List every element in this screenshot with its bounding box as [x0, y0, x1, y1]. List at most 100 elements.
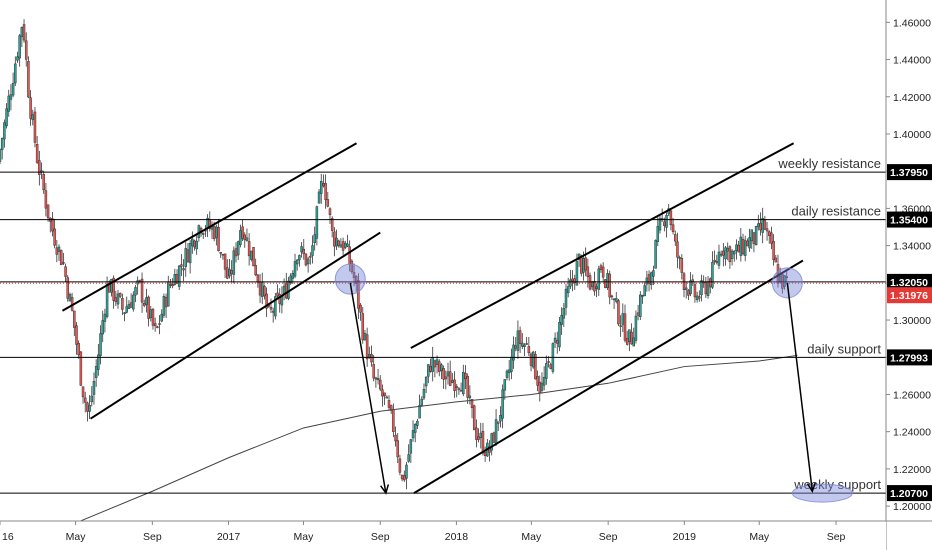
candle-down	[457, 388, 461, 390]
candle-up	[405, 464, 408, 479]
candle-up	[282, 285, 286, 294]
candle-up	[289, 275, 292, 284]
candle-up	[700, 280, 703, 296]
candle-down	[140, 278, 144, 303]
candle-up	[510, 356, 513, 373]
candle-down	[263, 285, 266, 297]
candle-down	[459, 390, 463, 392]
candle-down	[708, 278, 712, 288]
candle-up	[134, 287, 137, 296]
y-tick-label: 1.22000	[893, 464, 931, 476]
candle-down	[328, 208, 332, 215]
candle-down	[53, 228, 56, 246]
candle-up	[479, 432, 483, 438]
candle-down	[698, 296, 701, 299]
candle-up	[317, 191, 321, 204]
candle-up	[127, 304, 131, 309]
candle-up	[501, 389, 504, 419]
candle-up	[88, 405, 91, 412]
candle-down	[466, 376, 469, 398]
candle-up	[560, 314, 563, 325]
level-label-4: weekly support	[793, 477, 881, 492]
candle-up	[92, 381, 96, 395]
candle-down	[400, 474, 404, 480]
candle-up	[505, 370, 509, 378]
candle-down	[518, 330, 522, 344]
candle-down	[226, 267, 229, 279]
candle-up	[195, 240, 198, 250]
candle-up	[455, 386, 458, 388]
candle-down	[676, 241, 679, 258]
candle-up	[3, 122, 6, 140]
candle-up	[177, 265, 181, 287]
candle-up	[761, 218, 764, 233]
candle-down	[252, 247, 255, 267]
channel-0-upper	[61, 142, 358, 312]
candle-up	[188, 243, 192, 264]
candle-down	[352, 272, 356, 279]
candle-up	[451, 380, 454, 383]
candle-up	[313, 234, 316, 243]
candle-up	[319, 181, 323, 194]
candle-up	[658, 218, 662, 231]
candle-up	[363, 333, 367, 340]
candle-down	[223, 253, 227, 270]
candle-down	[785, 276, 788, 278]
candle-down	[442, 368, 445, 380]
candle-up	[645, 277, 649, 285]
candle-down	[153, 323, 157, 327]
level-label-3: daily support	[807, 341, 881, 356]
candle-up	[521, 342, 524, 347]
candle-down	[453, 379, 456, 391]
price-badge-2	[887, 273, 932, 290]
price-badge-label-2: 1.32050	[890, 277, 928, 289]
candle-up	[99, 333, 102, 356]
candle-down	[444, 376, 448, 380]
candle-up	[376, 377, 380, 381]
y-tick-label: 1.24000	[893, 427, 931, 439]
level-label-1: daily resistance	[791, 204, 881, 219]
candle-down	[617, 300, 620, 325]
candle-down	[324, 183, 327, 201]
candle-down	[630, 331, 633, 345]
candle-up	[582, 258, 585, 273]
candle-up	[507, 369, 511, 374]
candle-down	[636, 312, 640, 316]
candle-down	[475, 427, 478, 440]
candle-down	[365, 334, 369, 360]
candle-up	[291, 272, 295, 279]
candle-up	[562, 307, 566, 319]
candle-down	[593, 281, 596, 292]
candle-down	[258, 281, 262, 296]
candle-up	[420, 398, 424, 406]
candle-down	[556, 340, 559, 344]
price-badge-4	[887, 485, 932, 502]
x-tick-label: May	[521, 531, 542, 543]
candle-down	[403, 475, 406, 481]
candle-down	[75, 325, 78, 345]
candle-down	[374, 377, 378, 380]
candle-down	[186, 249, 190, 263]
x-tick-label: May	[749, 531, 770, 543]
candle-down	[387, 400, 391, 408]
candle-down	[722, 250, 725, 256]
candle-down	[118, 293, 122, 297]
candle-down	[38, 160, 41, 175]
candle-down	[81, 386, 85, 398]
candle-down	[29, 97, 32, 119]
candle-up	[123, 312, 126, 314]
candle-up	[245, 237, 249, 241]
candle-up	[300, 246, 303, 253]
candle-up	[413, 423, 417, 433]
price-badge-5	[887, 287, 932, 304]
candle-down	[254, 265, 257, 276]
candle-up	[31, 114, 35, 121]
candle-up	[90, 395, 94, 403]
candle-down	[309, 255, 312, 258]
candle-down	[586, 266, 590, 277]
candle-up	[5, 108, 8, 127]
candle-down	[529, 353, 533, 366]
candle-down	[767, 231, 771, 236]
candle-down	[728, 246, 732, 263]
